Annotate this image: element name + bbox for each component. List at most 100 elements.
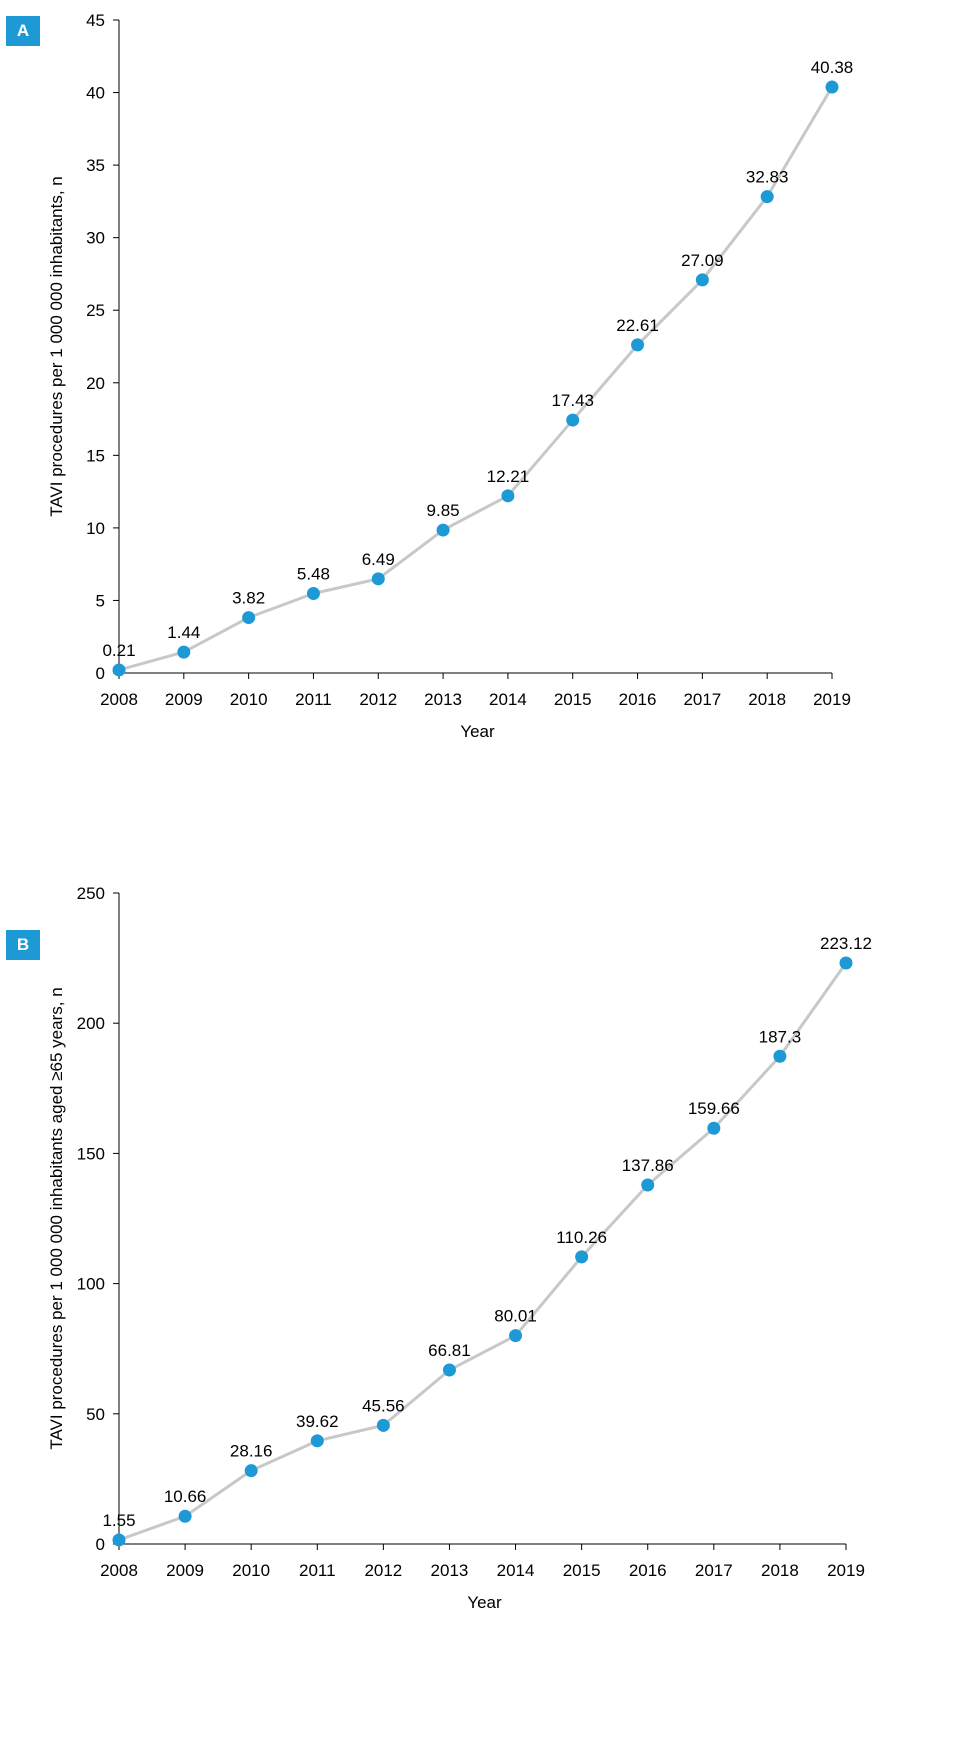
panel-label-b: B xyxy=(6,930,40,960)
y-tick-label-a: 0 xyxy=(96,664,105,683)
x-tick-label-b: 2011 xyxy=(299,1561,336,1580)
data-label-b: 39.62 xyxy=(296,1412,339,1431)
data-label-a: 1.44 xyxy=(167,623,200,642)
x-axis-title-a: Year xyxy=(460,722,495,741)
x-tick-label-b: 2012 xyxy=(364,1561,402,1580)
data-label-b: 137.86 xyxy=(622,1156,674,1175)
data-label-a: 32.83 xyxy=(746,168,789,187)
y-axis-title-a: TAVI procedures per 1 000 000 inhabitant… xyxy=(47,176,66,517)
x-tick-label-b: 2019 xyxy=(827,1561,865,1580)
x-tick-label-b: 2018 xyxy=(761,1561,799,1580)
y-tick-label-a: 35 xyxy=(86,156,105,175)
y-tick-label-b: 50 xyxy=(86,1405,105,1424)
x-tick-label-a: 2008 xyxy=(100,690,138,709)
data-point-b xyxy=(244,1464,258,1478)
data-point-b xyxy=(376,1418,390,1432)
x-tick-label-b: 2014 xyxy=(497,1561,535,1580)
data-point-a xyxy=(695,273,709,287)
x-tick-label-a: 2012 xyxy=(359,690,397,709)
data-label-b: 45.56 xyxy=(362,1396,405,1415)
data-label-b: 66.81 xyxy=(428,1341,471,1360)
plot-group-a: 0 5 10 15 20 25 30 35 40 45 2008 2009 2010 2011 2012 20… xyxy=(47,11,853,741)
line-chart-a: 0 5 10 15 20 25 30 35 40 45 2008 2009 2010 2011 2012 20… xyxy=(47,11,853,741)
x-tick-label-a: 2010 xyxy=(230,690,268,709)
data-point-a xyxy=(306,586,320,600)
y-tick-label-b: 0 xyxy=(96,1535,105,1554)
data-label-b: 159.66 xyxy=(688,1099,740,1118)
data-label-a: 0.21 xyxy=(102,641,135,660)
data-label-a: 5.48 xyxy=(297,564,330,583)
data-point-b xyxy=(178,1509,192,1523)
x-tick-label-b: 2016 xyxy=(629,1561,667,1580)
y-tick-label-b: 150 xyxy=(77,1144,105,1163)
chart-panel-a: A 0 5 10 15 20 25 30 35 40 45 2008 2009 2010 2011 2012… xyxy=(6,11,853,741)
data-label-b: 187.3 xyxy=(759,1027,802,1046)
data-point-b xyxy=(509,1329,523,1343)
y-tick-label-b: 100 xyxy=(77,1275,105,1294)
data-point-b xyxy=(112,1533,126,1547)
y-tick-label-a: 30 xyxy=(86,229,105,248)
data-point-b xyxy=(773,1049,787,1063)
plot-group-b: 0 50 100 150 200 250 2008 2009 2010 2011 2012 2013 2… xyxy=(47,884,872,1612)
y-tick-label-a: 15 xyxy=(86,446,105,465)
data-label-a: 12.21 xyxy=(487,467,530,486)
y-tick-label-a: 40 xyxy=(86,84,105,103)
x-tick-label-b: 2009 xyxy=(166,1561,204,1580)
x-tick-label-a: 2013 xyxy=(424,690,462,709)
data-label-a: 40.38 xyxy=(811,58,854,77)
data-label-a: 6.49 xyxy=(362,550,395,569)
data-label-a: 22.61 xyxy=(616,316,659,335)
x-tick-label-a: 2017 xyxy=(683,690,721,709)
chart-panel-b: B 0 50 100 150 200 250 2008 2009 2010 2011 2012 201… xyxy=(0,873,964,1746)
y-tick-label-a: 45 xyxy=(86,11,105,30)
data-label-a: 17.43 xyxy=(551,391,594,410)
x-tick-label-a: 2019 xyxy=(813,690,851,709)
data-point-a xyxy=(825,80,839,94)
x-tick-label-a: 2018 xyxy=(748,690,786,709)
data-label-a: 3.82 xyxy=(232,589,265,608)
x-tick-label-a: 2015 xyxy=(554,690,592,709)
y-tick-label-a: 10 xyxy=(86,519,105,538)
y-tick-label-a: 20 xyxy=(86,374,105,393)
x-tick-label-b: 2015 xyxy=(563,1561,601,1580)
x-tick-label-b: 2008 xyxy=(100,1561,138,1580)
data-point-b xyxy=(641,1178,655,1192)
data-label-b: 1.55 xyxy=(102,1511,135,1530)
line-chart-b: 0 50 100 150 200 250 2008 2009 2010 2011 2012 2013 2… xyxy=(47,884,872,1612)
data-point-a xyxy=(501,489,515,503)
series-line-b xyxy=(118,962,848,1542)
data-point-a xyxy=(242,611,256,625)
data-label-b: 10.66 xyxy=(164,1487,207,1506)
data-point-a xyxy=(112,663,126,677)
x-tick-label-a: 2011 xyxy=(295,690,332,709)
data-label-b: 223.12 xyxy=(820,934,872,953)
x-tick-label-b: 2010 xyxy=(232,1561,270,1580)
series-line-a xyxy=(118,86,834,672)
y-tick-label-a: 25 xyxy=(86,301,105,320)
data-point-b xyxy=(442,1363,456,1377)
data-point-a xyxy=(566,413,580,427)
data-label-b: 80.01 xyxy=(494,1307,537,1326)
y-tick-label-b: 200 xyxy=(77,1014,105,1033)
x-tick-label-b: 2013 xyxy=(431,1561,469,1580)
data-point-b xyxy=(839,956,853,970)
y-axis-title-b: TAVI procedures per 1 000 000 inhabitant… xyxy=(47,987,66,1449)
x-tick-label-b: 2017 xyxy=(695,1561,733,1580)
data-point-a xyxy=(177,645,191,659)
x-tick-label-a: 2016 xyxy=(619,690,657,709)
data-label-a: 27.09 xyxy=(681,251,724,270)
panel-label-a: A xyxy=(6,16,40,46)
x-tick-label-a: 2009 xyxy=(165,690,203,709)
data-point-b xyxy=(707,1121,721,1135)
data-point-a xyxy=(436,523,450,537)
data-point-a xyxy=(631,338,645,352)
data-label-a: 9.85 xyxy=(427,501,460,520)
data-point-b xyxy=(575,1250,589,1264)
data-point-a xyxy=(371,572,385,586)
data-point-a xyxy=(760,190,774,204)
data-label-b: 28.16 xyxy=(230,1442,273,1461)
data-label-b: 110.26 xyxy=(556,1228,607,1247)
y-tick-label-a: 5 xyxy=(96,591,105,610)
y-tick-label-b: 250 xyxy=(77,884,105,903)
data-point-b xyxy=(310,1434,324,1448)
